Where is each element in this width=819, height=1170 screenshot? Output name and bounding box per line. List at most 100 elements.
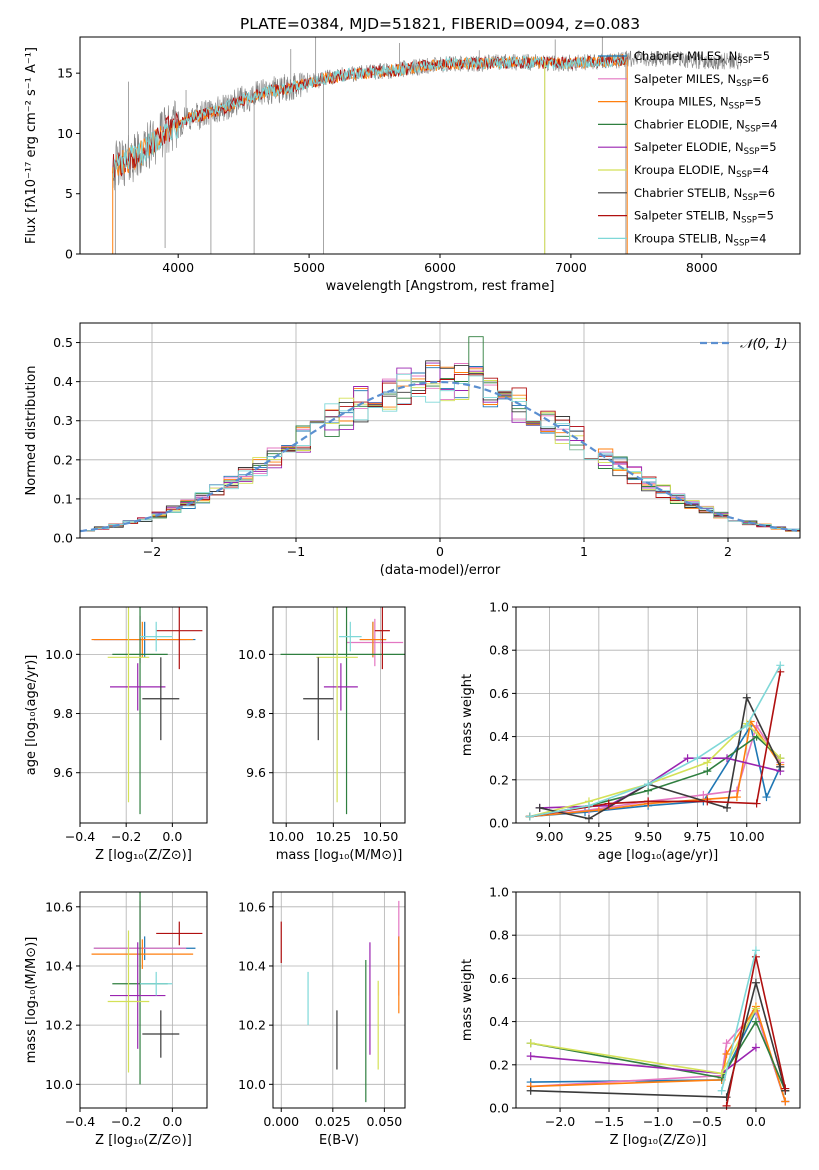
- axes-frame: [79, 606, 208, 824]
- weight-point: [751, 946, 760, 955]
- weight-point: [526, 1052, 535, 1061]
- spectrum-legend: Chabrier MILES, NSSP=5 Salpeter MILES, NS…: [598, 49, 778, 248]
- model-spectrum: [112, 53, 628, 179]
- figure-title: PLATE=0384, MJD=51821, FIBERID=0094, z=0…: [240, 15, 640, 33]
- x-tick-label: 4000: [162, 260, 194, 275]
- x-tick-label: 10.00: [268, 829, 304, 844]
- massweight-vs-metallicity-panel: −2.0 −1.5 −1.0 −0.5 0.0 0.0 0.2 0.4 0.6 0.8 1.0 Z […: [460, 885, 801, 1148]
- x-tick-label: 9.25: [585, 829, 613, 844]
- weight-point: [722, 1093, 731, 1102]
- mass-vs-metallicity-panel: −0.4 −0.2 0.0 10.0 10.2 10.4 10.6 Z [log₁₀(Z/Z⊙…: [24, 891, 208, 1148]
- legend-entry: Salpeter ELODIE, NSSP=5: [634, 140, 777, 157]
- x-axis-label: wavelength [Angstrom, rest frame]: [326, 279, 555, 294]
- residual-histogram: [80, 373, 800, 532]
- weight-point: [751, 1004, 760, 1013]
- y-tick-label: 1.0: [489, 600, 509, 615]
- weight-point: [535, 803, 544, 812]
- x-tick-label: 9.00: [536, 829, 564, 844]
- y-tick-label: 0.6: [489, 971, 509, 986]
- axes-frame: [79, 891, 208, 1109]
- y-tick-label: 9.8: [246, 706, 266, 721]
- x-tick-label: 9.75: [684, 829, 712, 844]
- axes-frame: [79, 322, 801, 539]
- weight-series-line: [720, 950, 757, 1091]
- y-tick-label: 10: [57, 126, 73, 141]
- weight-series-line: [529, 664, 781, 818]
- y-tick-label: 0.4: [53, 374, 73, 389]
- spectrum-panel: 4000 5000 6000 7000 8000 0 5 10 15 wavelength [An…: [24, 36, 801, 294]
- weight-point: [717, 1086, 726, 1095]
- x-axis-label: (data-model)/error: [380, 563, 501, 578]
- x-tick-label: 0: [436, 544, 444, 559]
- x-tick-label: 0.0: [746, 1114, 766, 1129]
- x-tick-label: 1: [580, 544, 588, 559]
- x-tick-label: −2: [143, 544, 161, 559]
- y-tick-label: 0.1: [53, 491, 73, 506]
- normal-reference-curve: [79, 380, 798, 533]
- y-tick-label: 0.8: [489, 643, 509, 658]
- x-tick-label: 0.0: [162, 829, 182, 844]
- x-tick-label: 10.25: [315, 829, 351, 844]
- weight-point: [703, 758, 712, 767]
- weight-point: [693, 754, 702, 763]
- y-tick-label: 0.2: [489, 772, 509, 787]
- weight-point: [732, 793, 741, 802]
- residuals-panel: −2 −1 0 1 2 0.0 0.1 0.2 0.3 0.4 0.5 (data-model)/er…: [24, 322, 801, 578]
- x-tick-label: −0.2: [111, 829, 141, 844]
- legend-entry: Chabrier MILES, NSSP=5: [634, 49, 770, 66]
- weight-point: [752, 799, 761, 808]
- weight-point: [703, 767, 712, 776]
- x-tick-label: 0.025: [315, 1114, 351, 1129]
- y-tick-label: 0.2: [53, 452, 73, 467]
- massweight-vs-age-panel: 9.00 9.25 9.50 9.75 10.00 0.0 0.2 0.4 0.6 0.8 1.0 a…: [460, 600, 801, 863]
- axes-frame: [79, 36, 801, 255]
- y-axis-label: Flux [fλ10⁻¹⁷ erg cm⁻² s⁻¹ A⁻¹]: [24, 47, 39, 244]
- x-axis-label: Z [log₁₀(Z/Z⊙)]: [95, 848, 192, 863]
- x-tick-label: 7000: [555, 260, 587, 275]
- y-axis-label: age [log₁₀(age/yr)]: [24, 655, 39, 776]
- y-tick-label: 10.6: [238, 899, 266, 914]
- x-tick-label: −0.4: [65, 1114, 95, 1129]
- x-axis-label: Z [log₁₀(Z/Z⊙)]: [95, 1133, 192, 1148]
- weight-series-line: [529, 722, 781, 818]
- x-tick-label: 0.0: [162, 1114, 182, 1129]
- axes-frame: [272, 891, 406, 1109]
- y-tick-label: 0.4: [489, 729, 509, 744]
- y-tick-label: 0.0: [489, 816, 509, 831]
- y-tick-label: 10.2: [238, 1018, 266, 1033]
- weight-point: [526, 1086, 535, 1095]
- y-tick-label: 10.4: [238, 958, 266, 973]
- weight-point: [742, 693, 751, 702]
- y-axis-label: mass weight: [460, 959, 475, 1041]
- y-tick-label: 9.6: [53, 765, 73, 780]
- legend-entry: Salpeter MILES, NSSP=6: [634, 72, 769, 89]
- y-tick-label: 0.0: [489, 1101, 509, 1116]
- weight-series-line: [529, 671, 782, 818]
- y-tick-label: 9.6: [246, 765, 266, 780]
- weight-point: [723, 754, 732, 763]
- weight-point: [584, 801, 593, 810]
- y-tick-label: 1.0: [489, 885, 509, 900]
- y-tick-label: 10.0: [45, 647, 73, 662]
- weight-point: [751, 1043, 760, 1052]
- weight-point: [722, 1050, 731, 1058]
- x-axis-label: age [log₁₀(age/yr)]: [598, 848, 719, 863]
- weight-point: [776, 754, 785, 763]
- y-tick-label: 0.3: [53, 413, 73, 428]
- x-tick-label: 5000: [293, 260, 325, 275]
- x-tick-label: 8000: [686, 260, 718, 275]
- x-tick-label: 9.50: [634, 829, 662, 844]
- y-tick-label: 15: [57, 66, 73, 81]
- weight-point: [776, 661, 785, 670]
- y-tick-label: 0.8: [489, 928, 509, 943]
- weight-point: [722, 1101, 731, 1110]
- weight-point: [717, 1069, 726, 1078]
- x-tick-label: −1.0: [643, 1114, 673, 1129]
- x-axis-label: mass [log₁₀(M/M⊙)]: [276, 848, 403, 863]
- x-tick-label: 2: [724, 544, 732, 559]
- y-tick-label: 0.0: [53, 531, 73, 546]
- x-tick-label: −0.4: [65, 829, 95, 844]
- y-tick-label: 0.6: [489, 686, 509, 701]
- y-tick-label: 10.0: [238, 647, 266, 662]
